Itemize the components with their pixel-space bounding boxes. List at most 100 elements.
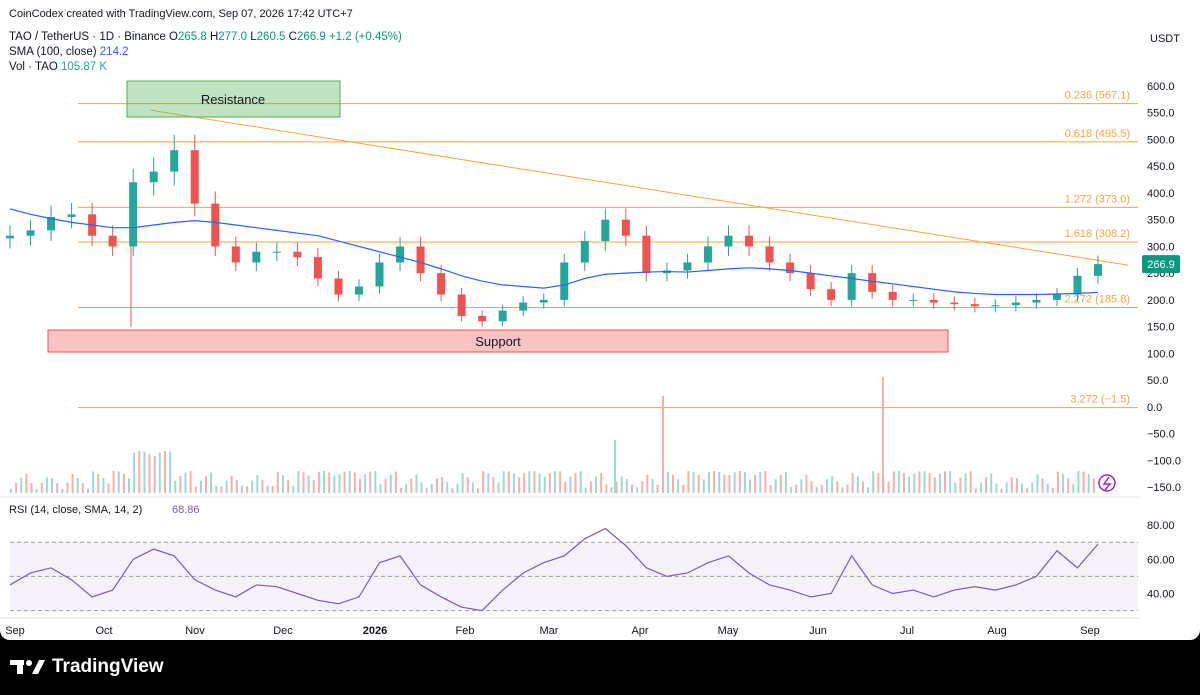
volume-bar: [682, 484, 685, 493]
time-tick-label: Dec: [273, 625, 293, 637]
fib-label: 0.618 (495.5): [1065, 128, 1130, 140]
price-tick-label: 400.0: [1147, 188, 1175, 200]
volume-bar: [102, 478, 105, 493]
sma-legend[interactable]: SMA (100, close) 214.2: [9, 46, 129, 58]
low-label: L: [250, 31, 257, 43]
candle-body: [1094, 264, 1102, 276]
volume-bar: [836, 481, 839, 493]
price-tick-label: 600.0: [1147, 81, 1175, 93]
volume-bar: [425, 488, 428, 493]
candle-body: [847, 273, 856, 300]
time-tick-label: Feb: [456, 625, 475, 637]
candle-body: [272, 251, 281, 253]
candle-body: [26, 230, 35, 236]
volume-bar: [317, 471, 320, 493]
fib-levels: 0.236 (567.1) 0.618 (495.5) 1.272 (373.0) 1…: [78, 90, 1138, 409]
volume-bar: [446, 482, 449, 493]
price-tick-label: 150.0: [1147, 322, 1175, 334]
candle-body: [745, 235, 754, 247]
price-tick-label: −50.0: [1147, 429, 1175, 441]
volume-bar: [615, 481, 618, 493]
lightning-icon: [1098, 474, 1116, 492]
volume-bar: [1056, 471, 1059, 493]
volume-bar: [215, 485, 218, 493]
volume-bar: [985, 477, 988, 493]
volume-bar: [826, 479, 828, 493]
fib-label: 2.272 (185.8): [1065, 293, 1130, 305]
candle-body: [888, 291, 897, 300]
volume-bar: [25, 473, 28, 493]
volume-bar: [66, 482, 69, 493]
volume-bar: [107, 483, 110, 493]
volume-bar: [143, 451, 146, 493]
volume-bar: [287, 480, 290, 493]
candle-body: [909, 299, 918, 301]
volume-bar: [379, 484, 382, 493]
open-label: O: [169, 31, 178, 43]
volume-bar: [35, 488, 38, 493]
volume-bar: [292, 485, 295, 493]
candle-body: [601, 219, 610, 242]
volume-bar: [574, 472, 577, 493]
volume-bar: [302, 472, 305, 493]
volume-bar: [128, 478, 131, 493]
volume-bar: [15, 483, 18, 493]
candle-body: [1073, 275, 1082, 295]
volume-bar: [323, 471, 326, 493]
candle-body: [703, 246, 712, 263]
candle-body: [621, 219, 630, 236]
volume-bar: [518, 477, 521, 493]
fib-label: 1.272 (373.0): [1065, 193, 1130, 205]
time-tick-label: Sep: [5, 625, 25, 637]
volume-bar: [949, 471, 952, 493]
rsi-legend-label: RSI (14, close, SMA, 14, 2): [9, 504, 142, 516]
volume-bar: [328, 472, 331, 493]
volume-bar: [841, 487, 844, 493]
volume-bar: [1087, 474, 1090, 493]
volume-bar: [451, 488, 454, 493]
volume-bar: [512, 473, 515, 493]
volume-bar: [30, 483, 33, 493]
candle-body: [170, 150, 179, 172]
volume-bar: [969, 471, 972, 493]
volume-bar: [435, 478, 438, 493]
volume-bar: [877, 472, 880, 493]
candle-body: [683, 262, 692, 271]
volume-bar: [374, 471, 377, 493]
volume-legend[interactable]: Vol · TAO 105.87 K: [9, 61, 107, 73]
price-chart[interactable]: 0.236 (567.1) 0.618 (495.5) 1.272 (373.0) 1…: [0, 0, 1200, 640]
currency-label[interactable]: USDT: [1150, 33, 1180, 45]
volume-bar: [210, 472, 213, 493]
volume-bar: [358, 478, 361, 493]
volume-bar: [1082, 471, 1085, 493]
volume-bar: [1036, 474, 1039, 493]
volume-bar: [1062, 474, 1065, 493]
symbol-label[interactable]: TAO / TetherUS · 1D · Binance: [9, 31, 166, 43]
volume-bar: [733, 472, 736, 493]
tradingview-logo[interactable]: TradingView: [10, 656, 164, 678]
volume-bar: [256, 475, 259, 493]
candle-body: [416, 246, 425, 274]
volume-label: Vol · TAO: [9, 61, 58, 73]
volume-bar: [805, 474, 808, 493]
volume-bar: [148, 454, 151, 493]
tradingview-icon: [10, 660, 45, 674]
volume-bar: [1077, 471, 1080, 493]
time-tick-label: Oct: [95, 625, 112, 637]
volume-bar: [1021, 483, 1024, 493]
volume-bar: [769, 485, 772, 493]
volume-bar: [548, 473, 551, 493]
volume-bar: [456, 483, 459, 493]
volume-bar: [713, 471, 716, 493]
volume-bar: [543, 476, 546, 493]
volume-bar: [420, 482, 423, 493]
resistance-box: [126, 80, 341, 118]
volume-bar: [1072, 483, 1075, 493]
trend-line: [149, 109, 1129, 266]
volume-bar: [554, 471, 556, 493]
volume-bar: [641, 481, 644, 493]
price-tick-label: 450.0: [1147, 161, 1175, 173]
volume-bar: [405, 483, 408, 493]
candle-body: [231, 246, 240, 263]
volume-bar: [897, 471, 900, 493]
